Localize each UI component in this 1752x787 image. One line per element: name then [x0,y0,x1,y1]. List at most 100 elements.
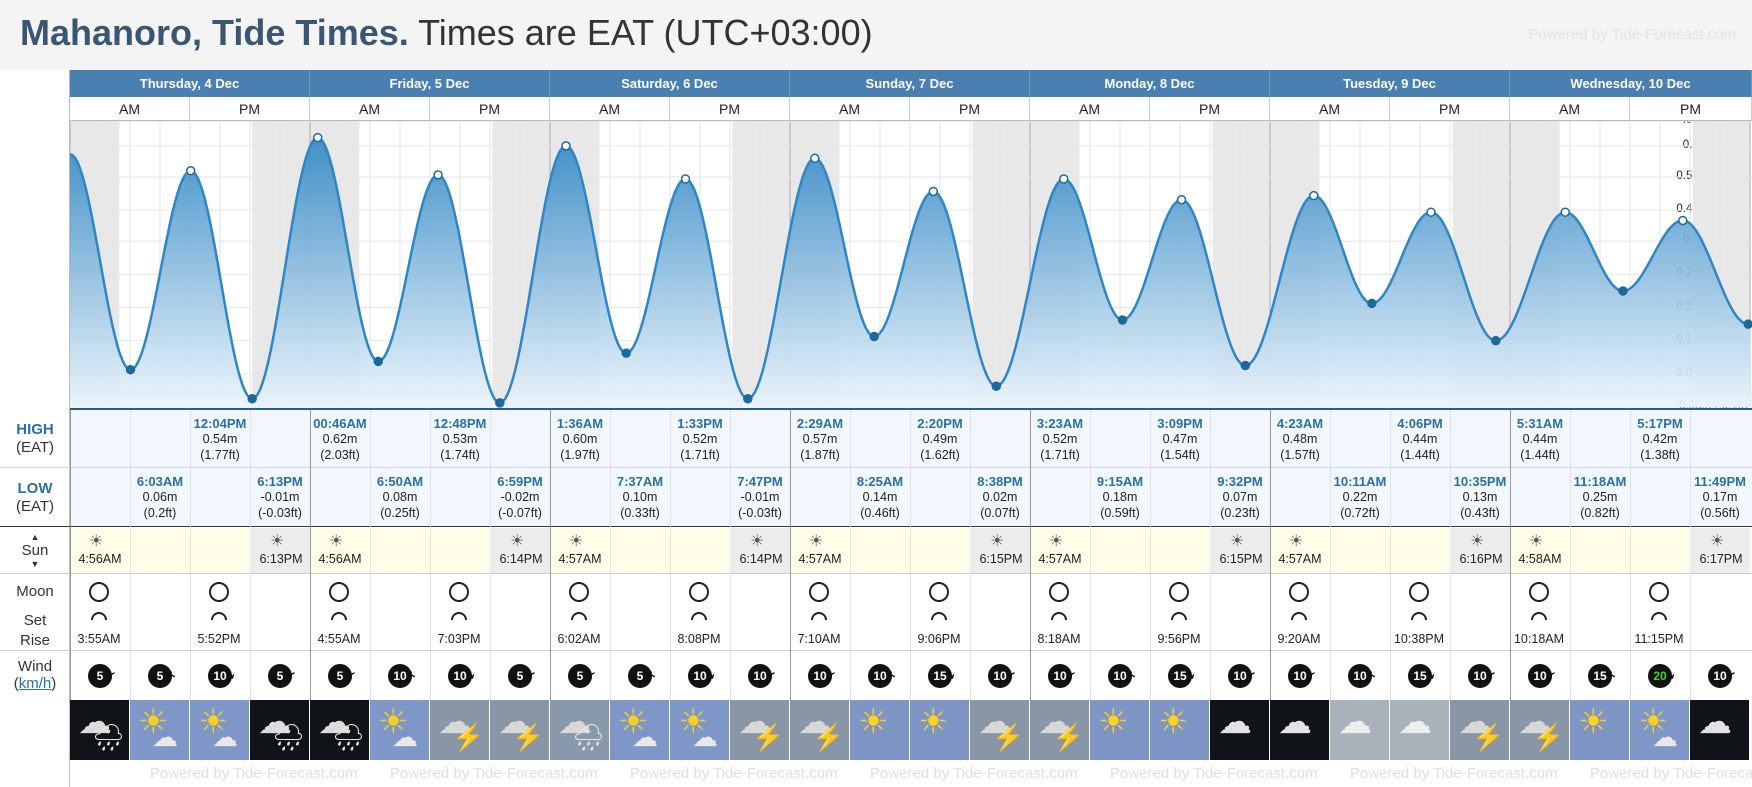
wind-speed-badge: 10 [208,664,232,688]
weather-glyph: ☁ [1698,703,1732,741]
grid-background [70,410,1752,526]
wind-speed-badge: 10 [1108,664,1132,688]
moonset-time: 5:52PM [197,632,241,646]
low-tide-feet: (0.43ft) [1460,506,1500,520]
high-tide-time: 4:23AM [1276,416,1324,431]
wind-speed-badge: 15 [1168,664,1192,688]
wind-speed-badge: 5 [88,664,112,688]
sunset-shade [250,528,310,573]
low-tide-time: 7:37AM [616,474,664,489]
sunrise-icon: ☀ [1049,533,1064,550]
moon-phase-icon [1289,582,1309,602]
wind-speed-badge: 10 [1528,664,1552,688]
moonrise-time: 9:20AM [1277,632,1321,646]
sun-moon-divider [0,573,1752,574]
weather-glyph: ☁ [692,722,718,752]
wind-speed-badge: 10 [1468,664,1492,688]
low-tide-meters: 0.22m [1342,490,1378,504]
powered-by-bottom[interactable]: Powered by Tide-Forecast.com [150,765,358,782]
weather-cloud-icon: ☁ [1330,700,1390,760]
wind-speed-badge: 5 [268,664,292,688]
sunset-icon: ☀ [1710,533,1725,550]
wind-unit-link[interactable]: (km/h) [13,675,57,692]
high-tide-time: 12:48PM [433,416,487,431]
wind-speed-badge: 10 [1228,664,1252,688]
high-tide-feet: (1.62ft) [920,448,960,462]
high-tide-point [433,170,443,180]
sunrise-icon: ☀ [1529,533,1544,550]
weather-storm-icon: ☁ ⚡ [430,700,490,760]
place-name: Mahanoro, Tide Times. [20,12,409,53]
sunset-shade [730,528,790,573]
low-tide-feet: (-0.07ft) [498,506,542,520]
low-tide-meters: -0.02m [500,490,540,504]
wind-speed-badge: 10 [1708,664,1732,688]
column-divider [1390,410,1391,700]
weather-glyph: ☁ [1038,703,1072,741]
low-tide-entry: 7:37AM 0.10m (0.33ft) [610,474,670,521]
weather-night-cloud-icon: ☁ [1210,700,1270,760]
low-tide-time: 9:15AM [1096,474,1144,489]
column-divider [130,410,131,700]
weather-night-cloud-icon: ☁ [1270,700,1330,760]
weather-sun-cloud-icon: ☀ ☁ [1630,700,1690,760]
sunset-shade [1210,528,1270,573]
weather-rain-icon: ☁ 🌧 [550,700,610,760]
low-tide-meters: -0.01m [260,490,300,504]
sunrise-icon: ☀ [89,533,104,550]
powered-by-bottom[interactable]: Powered by Tide-Forecast.com [390,765,598,782]
sunset-shade [970,528,1030,573]
timezone-note: Times are EAT (UTC+03:00) [418,12,873,53]
high-tz-label: (EAT) [15,439,55,456]
moonrise-time: 3:55AM [77,632,121,646]
high-tide-time: 1:33PM [677,416,723,431]
low-tide-time: 6:03AM [136,474,184,489]
sunrise-icon: ☀ [329,533,344,550]
high-tide-point [561,141,571,151]
powered-by-bottom[interactable]: Powered by Tide-Forecast.com [630,765,838,782]
am-label: AM [550,97,670,121]
high-tide-feet: (1.87ft) [800,448,840,462]
powered-by-bottom[interactable]: Powered by Tide-Forecast.com [1350,765,1558,782]
high-tide-time: 4:06PM [1397,416,1443,431]
low-tide-entry: 9:32PM 0.07m (0.23ft) [1210,474,1270,521]
column-divider [1570,410,1571,700]
am-label: AM [310,97,430,121]
moon-phase-icon [1529,582,1549,602]
weather-glyph: ☀ [198,703,229,741]
high-tide-entry: 5:17PM 0.42m (1.38ft) [1630,416,1690,463]
weather-storm-icon: ☁ ⚡ [730,700,790,760]
low-tide-time: 10:11AM [1333,474,1387,489]
weather-night-cloud-icon: ☁ [1690,700,1750,760]
weather-storm-icon: ☁ ⚡ [1030,700,1090,760]
low-tide-entry: 9:15AM 0.18m (0.59ft) [1090,474,1150,521]
wind-unit-text[interactable]: km/h [18,675,52,692]
moon-phase-icon [809,582,829,602]
powered-by-top[interactable]: Powered by Tide-Forecast.com [1528,26,1736,43]
high-tide-feet: (1.44ft) [1400,448,1440,462]
sunset-time: 6:14PM [499,552,543,566]
pm-label: PM [1390,97,1510,121]
pm-label: PM [670,97,790,121]
powered-by-bottom[interactable]: Powered by Tide-Forecast.com [870,765,1078,782]
high-tide-time: 5:31AM [1516,416,1564,431]
day-header: Tuesday, 9 Dec [1270,70,1510,97]
low-tide-meters: 0.08m [382,490,418,504]
sunrise-time: 4:57AM [1038,552,1082,566]
weather-glyph: ☁ [392,722,418,752]
column-divider [1090,410,1091,700]
powered-by-bottom[interactable]: Powered by Tide-Forecast.com [1110,765,1318,782]
day-header: Wednesday, 10 Dec [1510,70,1752,97]
sun-arrows-icon: ▼ [30,559,40,569]
low-tide-point [991,381,1002,392]
weather-glyph: ☁ [798,703,832,741]
low-tide-time: 6:50AM [376,474,424,489]
column-divider [850,410,851,700]
high-tide-time: 2:29AM [796,416,844,431]
weather-glyph: ⚡ [992,722,1025,752]
powered-by-bottom[interactable]: Powered by Tide-Forecast.com [1590,765,1752,782]
wind-speed-badge: 5 [508,664,532,688]
low-tide-point [743,393,753,404]
wind-speed-badge: 15 [1408,664,1432,688]
weather-glyph: ☀ [378,703,409,741]
